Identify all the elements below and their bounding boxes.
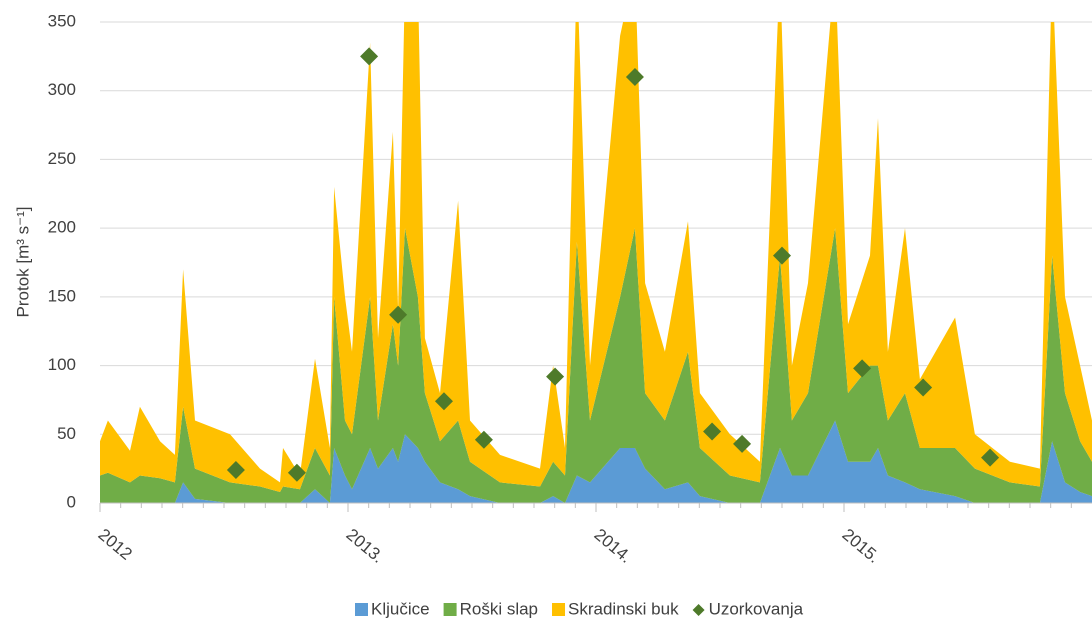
legend-label: Ključice bbox=[371, 599, 430, 618]
sample-marker bbox=[360, 47, 379, 66]
sample-marker bbox=[914, 378, 933, 397]
y-tick-label: 350 bbox=[48, 11, 76, 30]
legend-label: Roški slap bbox=[460, 599, 538, 618]
area bbox=[100, 228, 1092, 503]
x-tick-label: 2015. bbox=[839, 525, 884, 567]
x-tick-label: 2013. bbox=[343, 525, 388, 567]
y-tick-label: 150 bbox=[48, 286, 76, 305]
legend-swatch bbox=[692, 604, 705, 616]
y-tick-label: 0 bbox=[67, 492, 76, 511]
legend-label: Uzorkovanja bbox=[709, 599, 804, 618]
sample-marker bbox=[474, 430, 493, 449]
sample-marker bbox=[287, 463, 306, 482]
y-tick-label: 250 bbox=[48, 149, 76, 168]
y-tick-label: 100 bbox=[48, 355, 76, 374]
sample-marker bbox=[703, 422, 722, 441]
sample-marker bbox=[434, 392, 453, 411]
area bbox=[100, 22, 1092, 492]
legend-label: Skradinski buk bbox=[568, 599, 679, 618]
x-tick-label: 2012 bbox=[95, 525, 136, 564]
sample-marker bbox=[981, 448, 1000, 467]
sample-marker bbox=[546, 367, 565, 386]
sample-marker bbox=[226, 461, 245, 480]
sample-marker bbox=[389, 305, 408, 324]
sample-marker bbox=[853, 359, 872, 378]
sample-marker bbox=[773, 246, 791, 265]
y-tick-label: 300 bbox=[48, 80, 76, 99]
legend-swatch bbox=[443, 603, 457, 616]
y-tick-label: 200 bbox=[48, 218, 76, 237]
y-tick-label: 50 bbox=[57, 424, 76, 443]
sample-marker bbox=[733, 434, 752, 453]
sample-marker bbox=[625, 67, 644, 86]
x-tick-label: 2014. bbox=[591, 525, 636, 567]
y-axis-label: Protok [m³ s⁻¹] bbox=[13, 207, 32, 318]
legend-swatch bbox=[552, 603, 566, 616]
legend-swatch bbox=[355, 603, 368, 616]
area bbox=[100, 420, 1092, 503]
